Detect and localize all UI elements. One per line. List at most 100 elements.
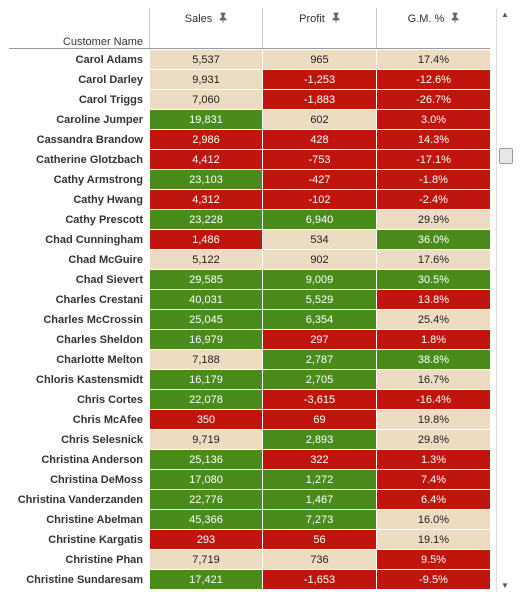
profit-cell[interactable]: -1,253 (262, 70, 376, 90)
pin-icon[interactable] (331, 12, 341, 23)
profit-cell[interactable]: 965 (262, 50, 376, 70)
table-row[interactable]: Christine Sundaresam 17,421 -1,653 -9.5% (9, 570, 490, 590)
table-row[interactable]: Christine Kargatis 293 56 19.1% (9, 530, 490, 550)
table-row[interactable]: Chad Cunningham 1,486 534 36.0% (9, 230, 490, 250)
customer-name[interactable]: Chad Cunningham (9, 230, 149, 250)
sales-cell[interactable]: 7,188 (149, 350, 262, 370)
sales-cell[interactable]: 9,931 (149, 70, 262, 90)
customer-name[interactable]: Chad Sievert (9, 270, 149, 290)
gm-cell[interactable]: -12.6% (376, 70, 490, 90)
profit-cell[interactable]: 1,272 (262, 470, 376, 490)
scrollbar-thumb[interactable] (499, 148, 513, 164)
profit-cell[interactable]: -102 (262, 190, 376, 210)
sales-cell[interactable]: 22,078 (149, 390, 262, 410)
table-row[interactable]: Christine Phan 7,719 736 9.5% (9, 550, 490, 570)
gm-cell[interactable]: -17.1% (376, 150, 490, 170)
sales-cell[interactable]: 45,366 (149, 510, 262, 530)
table-row[interactable]: Christine Abelman 45,366 7,273 16.0% (9, 510, 490, 530)
sales-cell[interactable]: 7,060 (149, 90, 262, 110)
table-row[interactable]: Cathy Hwang 4,312 -102 -2.4% (9, 190, 490, 210)
gm-cell[interactable]: 1.8% (376, 330, 490, 350)
table-row[interactable]: Charlotte Melton 7,188 2,787 38.8% (9, 350, 490, 370)
profit-cell[interactable]: 6,354 (262, 310, 376, 330)
customer-name[interactable]: Christine Abelman (9, 510, 149, 530)
scroll-up-icon[interactable]: ▲ (501, 10, 509, 19)
table-row[interactable]: Carol Adams 5,537 965 17.4% (9, 50, 490, 70)
table-row[interactable]: Chad McGuire 5,122 902 17.6% (9, 250, 490, 270)
profit-cell[interactable]: 2,787 (262, 350, 376, 370)
customer-name[interactable]: Christina Anderson (9, 450, 149, 470)
sales-cell[interactable]: 23,103 (149, 170, 262, 190)
gm-cell[interactable]: -16.4% (376, 390, 490, 410)
table-row[interactable]: Chris Cortes 22,078 -3,615 -16.4% (9, 390, 490, 410)
profit-cell[interactable]: -3,615 (262, 390, 376, 410)
profit-cell[interactable]: 7,273 (262, 510, 376, 530)
customer-name[interactable]: Chloris Kastensmidt (9, 370, 149, 390)
profit-cell[interactable]: 69 (262, 410, 376, 430)
profit-cell[interactable]: -1,653 (262, 570, 376, 590)
customer-name[interactable]: Christina Vanderzanden (9, 490, 149, 510)
gm-cell[interactable]: 17.6% (376, 250, 490, 270)
table-row[interactable]: Chloris Kastensmidt 16,179 2,705 16.7% (9, 370, 490, 390)
sales-cell[interactable]: 293 (149, 530, 262, 550)
profit-cell[interactable]: 2,893 (262, 430, 376, 450)
sales-cell[interactable]: 4,412 (149, 150, 262, 170)
sales-cell[interactable]: 23,228 (149, 210, 262, 230)
gm-cell[interactable]: 7.4% (376, 470, 490, 490)
sales-cell[interactable]: 5,537 (149, 50, 262, 70)
column-header-profit[interactable]: Profit (262, 8, 377, 48)
table-row[interactable]: Chris McAfee 350 69 19.8% (9, 410, 490, 430)
customer-name[interactable]: Chad McGuire (9, 250, 149, 270)
gm-cell[interactable]: 13.8% (376, 290, 490, 310)
sales-cell[interactable]: 16,179 (149, 370, 262, 390)
customer-name[interactable]: Charles Sheldon (9, 330, 149, 350)
gm-cell[interactable]: 17.4% (376, 50, 490, 70)
sales-cell[interactable]: 5,122 (149, 250, 262, 270)
sales-cell[interactable]: 350 (149, 410, 262, 430)
gm-cell[interactable]: 14.3% (376, 130, 490, 150)
profit-cell[interactable]: 2,705 (262, 370, 376, 390)
customer-name[interactable]: Carol Triggs (9, 90, 149, 110)
sales-cell[interactable]: 17,421 (149, 570, 262, 590)
customer-name[interactable]: Carol Adams (9, 50, 149, 70)
gm-cell[interactable]: 25.4% (376, 310, 490, 330)
sales-cell[interactable]: 25,045 (149, 310, 262, 330)
sales-cell[interactable]: 25,136 (149, 450, 262, 470)
table-row[interactable]: Christina Anderson 25,136 322 1.3% (9, 450, 490, 470)
gm-cell[interactable]: 6.4% (376, 490, 490, 510)
customer-name[interactable]: Caroline Jumper (9, 110, 149, 130)
column-header-sales[interactable]: Sales (149, 8, 263, 48)
sales-cell[interactable]: 16,979 (149, 330, 262, 350)
vertical-scrollbar[interactable]: ▲ ▼ (496, 8, 515, 592)
table-row[interactable]: Carol Triggs 7,060 -1,883 -26.7% (9, 90, 490, 110)
gm-cell[interactable]: 30.5% (376, 270, 490, 290)
customer-name[interactable]: Charles McCrossin (9, 310, 149, 330)
gm-cell[interactable]: 29.8% (376, 430, 490, 450)
profit-cell[interactable]: 56 (262, 530, 376, 550)
profit-cell[interactable]: 602 (262, 110, 376, 130)
customer-name[interactable]: Charles Crestani (9, 290, 149, 310)
table-row[interactable]: Cassandra Brandow 2,986 428 14.3% (9, 130, 490, 150)
table-row[interactable]: Charles McCrossin 25,045 6,354 25.4% (9, 310, 490, 330)
gm-cell[interactable]: 19.8% (376, 410, 490, 430)
customer-name[interactable]: Christine Phan (9, 550, 149, 570)
customer-name[interactable]: Cathy Prescott (9, 210, 149, 230)
sales-cell[interactable]: 1,486 (149, 230, 262, 250)
column-header-gm[interactable]: G.M. % (376, 8, 490, 48)
profit-cell[interactable]: 534 (262, 230, 376, 250)
gm-cell[interactable]: -26.7% (376, 90, 490, 110)
profit-cell[interactable]: 322 (262, 450, 376, 470)
table-row[interactable]: Charles Sheldon 16,979 297 1.8% (9, 330, 490, 350)
customer-name[interactable]: Cassandra Brandow (9, 130, 149, 150)
profit-cell[interactable]: -753 (262, 150, 376, 170)
profit-cell[interactable]: 9,009 (262, 270, 376, 290)
sales-cell[interactable]: 19,831 (149, 110, 262, 130)
table-row[interactable]: Chad Sievert 29,585 9,009 30.5% (9, 270, 490, 290)
customer-name[interactable]: Charlotte Melton (9, 350, 149, 370)
pin-icon[interactable] (450, 12, 460, 23)
profit-cell[interactable]: 428 (262, 130, 376, 150)
customer-name[interactable]: Christine Kargatis (9, 530, 149, 550)
sales-cell[interactable]: 9,719 (149, 430, 262, 450)
sales-cell[interactable]: 17,080 (149, 470, 262, 490)
gm-cell[interactable]: -2.4% (376, 190, 490, 210)
